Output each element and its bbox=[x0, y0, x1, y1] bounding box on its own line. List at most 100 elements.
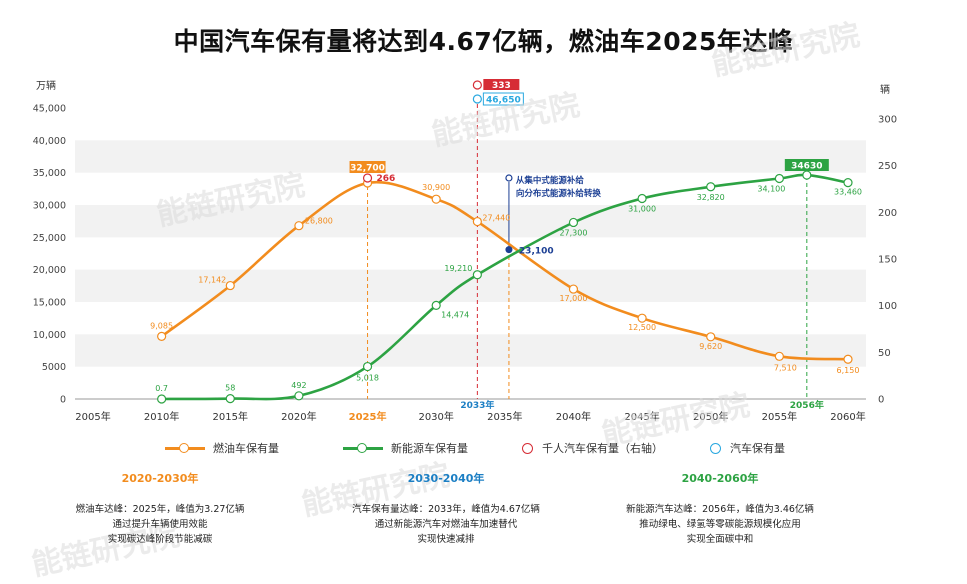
oil-data-point bbox=[294, 221, 304, 231]
x-tick-label: 2025年 bbox=[349, 410, 387, 423]
x-tick-label: 2010年 bbox=[144, 410, 179, 423]
per-thousand-label: 266 bbox=[377, 174, 396, 184]
y-tick-label: 35,000 bbox=[33, 168, 66, 179]
ev-data-label: 34,100 bbox=[757, 184, 785, 193]
phase-title: 2030-2040年 bbox=[407, 472, 485, 485]
oil-data-label: 27,440 bbox=[482, 214, 510, 223]
oil-data-point bbox=[157, 331, 167, 341]
per-thousand-peak-point bbox=[472, 80, 482, 90]
ev-data-point bbox=[802, 170, 812, 180]
oil-data-point bbox=[706, 332, 716, 342]
ev-data-label: 31,000 bbox=[628, 205, 656, 214]
ev-data-point bbox=[637, 193, 647, 204]
x-tick-label: 2045年 bbox=[624, 410, 659, 423]
chart-title: 中国汽车保有量将达到4.67亿辆，燃油车2025年达峰 bbox=[173, 27, 794, 56]
y-tick-label: 20,000 bbox=[33, 265, 66, 276]
oil-data-label: 12,500 bbox=[628, 323, 656, 332]
oil-data-label: 17,000 bbox=[559, 294, 587, 303]
oil-data-label: 6,150 bbox=[837, 366, 860, 375]
y-tick-label: 5000 bbox=[42, 362, 66, 373]
oil-data-point bbox=[637, 313, 647, 323]
x-tick-label: 2060年 bbox=[830, 410, 865, 423]
x-tick-label: 2030年 bbox=[418, 410, 453, 423]
phase-line: 汽车保有量达峰：2033年，峰值为4.67亿辆 bbox=[352, 504, 540, 515]
oil-data-label: 9,620 bbox=[699, 342, 722, 351]
total-peak-year-label: 2033年 bbox=[460, 399, 494, 411]
oil-data-point bbox=[431, 194, 441, 204]
ev-data-label: 32,820 bbox=[697, 193, 725, 202]
ev-data-label: 58 bbox=[225, 384, 235, 393]
y-axis: 0 5000 10,000 15,000 20,000 25,000 30,000 35,00… bbox=[33, 79, 897, 406]
y-tick-label: 15,000 bbox=[33, 298, 66, 309]
per-thousand-peak-box bbox=[483, 79, 520, 90]
phase-line: 燃油车达峰：2025年，峰值为3.27亿辆 bbox=[75, 504, 245, 515]
ev-data-point bbox=[843, 178, 853, 188]
ev-peak-year-label: 2056年 bbox=[790, 399, 824, 411]
crossover-label: 23,100 bbox=[519, 247, 554, 257]
per-thousand-peak-label: 333 bbox=[492, 81, 511, 91]
ev-data-point bbox=[431, 300, 441, 311]
x-tick-label: 2055年 bbox=[762, 410, 797, 423]
total-peak-point bbox=[472, 94, 482, 104]
legend-ring-icon bbox=[710, 442, 721, 454]
phase-line: 新能源汽车达峰：2056年，峰值为3.46亿辆 bbox=[626, 504, 814, 515]
oil-data-point bbox=[774, 351, 784, 361]
oil-data-point bbox=[568, 284, 579, 294]
x-tick-label: 2035年 bbox=[487, 410, 522, 423]
x-tick-label: 2050年 bbox=[693, 410, 728, 423]
y2-tick-label: 150 bbox=[878, 255, 897, 266]
y2-tick-label: 50 bbox=[878, 348, 891, 359]
phase-title: 2020-2030年 bbox=[121, 472, 199, 485]
x-tick-label: 2005年 bbox=[75, 410, 110, 423]
y2-tick-label: 300 bbox=[878, 115, 897, 126]
phase-block-2020-2030: 2020-2030年 燃油车达峰：2025年，峰值为3.27亿辆 通过提升车辆使… bbox=[30, 470, 290, 547]
oil-peak-label: 32,700 bbox=[350, 164, 385, 174]
legend-item-ev: 新能源车保有量 bbox=[343, 440, 468, 456]
legend-item-oil: 燃油车保有量 bbox=[165, 440, 279, 456]
legend-line-icon bbox=[343, 440, 383, 456]
ev-data-point bbox=[568, 217, 579, 228]
plot-band bbox=[75, 205, 866, 238]
x-tick-label: 2020年 bbox=[281, 410, 316, 423]
plot-bands bbox=[75, 140, 866, 400]
legend-item-total: 汽车保有量 bbox=[710, 440, 785, 456]
ev-data-label: 492 bbox=[291, 381, 306, 390]
y2-tick-label: 100 bbox=[878, 301, 897, 312]
per-thousand-point bbox=[362, 173, 373, 183]
y2-tick-label: 250 bbox=[878, 161, 897, 172]
oil-data-point bbox=[225, 280, 235, 291]
phase-line: 通过提升车辆使用效能 bbox=[112, 519, 208, 530]
phase-line: 实现碳达峰阶段节能减碳 bbox=[107, 534, 213, 545]
legend-ring-icon bbox=[522, 442, 533, 454]
oil-data-point bbox=[472, 216, 482, 227]
ev-data-label: 33,460 bbox=[834, 188, 862, 197]
x-tick-label: 2015年 bbox=[213, 410, 248, 423]
ev-data-label: 0.7 bbox=[155, 384, 168, 393]
crossover-note-marker bbox=[505, 174, 513, 182]
x-axis: 2005年 2010年 2015年 2020年 2025年 2030年 2035年 2040年… bbox=[75, 410, 865, 423]
oil-data-label: 17,142 bbox=[198, 276, 226, 285]
ev-data-point bbox=[706, 182, 716, 192]
oil-peak-box bbox=[349, 161, 386, 173]
y-tick-label: 25,000 bbox=[33, 233, 66, 244]
total-peak-box bbox=[482, 92, 524, 106]
y-axis-unit: 万辆 bbox=[36, 79, 56, 92]
phase-block-2040-2060: 2040-2060年 新能源汽车达峰：2056年，峰值为3.46亿辆 推动绿电、… bbox=[590, 470, 850, 547]
y-tick-label: 40,000 bbox=[33, 136, 66, 147]
legend-label: 新能源车保有量 bbox=[391, 442, 468, 455]
crossover-point bbox=[505, 246, 513, 254]
ev-peak-label: 34630 bbox=[791, 162, 822, 172]
series-layer bbox=[157, 170, 853, 404]
data-labels: 9,085 17,142 26,800 30,900 27,440 17,000 12,50… bbox=[150, 183, 862, 393]
legend-line-icon bbox=[165, 440, 205, 456]
y-tick-label: 10,000 bbox=[33, 330, 66, 341]
phase-title: 2040-2060年 bbox=[681, 472, 759, 485]
ev-data-label: 5,018 bbox=[356, 374, 379, 383]
plot-band bbox=[75, 140, 866, 173]
ev-data-label: 27,300 bbox=[559, 228, 587, 237]
plot-band bbox=[75, 334, 866, 367]
ev-data-point bbox=[294, 391, 304, 401]
y-tick-label: 0 bbox=[60, 395, 66, 406]
